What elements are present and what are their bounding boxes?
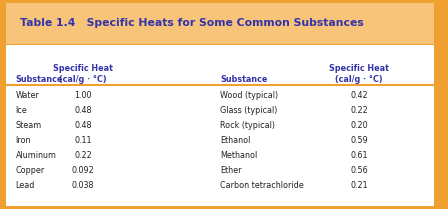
Text: 0.092: 0.092 <box>72 166 95 175</box>
Text: Table 1.4   Specific Heats for Some Common Substances: Table 1.4 Specific Heats for Some Common… <box>20 18 364 28</box>
Text: Rock (typical): Rock (typical) <box>220 121 275 130</box>
Text: Specific Heat
(cal/g · °C): Specific Heat (cal/g · °C) <box>329 64 389 84</box>
Text: 0.42: 0.42 <box>350 91 368 100</box>
Text: Ether: Ether <box>220 166 241 175</box>
Bar <box>6 3 434 44</box>
Text: 0.11: 0.11 <box>74 136 92 145</box>
Text: 0.61: 0.61 <box>350 151 368 160</box>
Text: Ethanol: Ethanol <box>220 136 250 145</box>
Text: Specific Heat
(cal/g · °C): Specific Heat (cal/g · °C) <box>53 64 113 84</box>
Text: 0.038: 0.038 <box>72 181 94 190</box>
Text: 0.22: 0.22 <box>74 151 92 160</box>
Text: Glass (typical): Glass (typical) <box>220 106 277 115</box>
Text: Substance: Substance <box>220 75 267 84</box>
Text: Steam: Steam <box>16 121 42 130</box>
Text: Methanol: Methanol <box>220 151 257 160</box>
Text: Ice: Ice <box>16 106 27 115</box>
Text: 0.59: 0.59 <box>350 136 368 145</box>
Text: 0.21: 0.21 <box>350 181 368 190</box>
Text: Water: Water <box>16 91 39 100</box>
Text: Substance: Substance <box>16 75 63 84</box>
Text: 0.56: 0.56 <box>350 166 368 175</box>
Text: 0.20: 0.20 <box>350 121 368 130</box>
Text: Wood (typical): Wood (typical) <box>220 91 278 100</box>
Text: Carbon tetrachloride: Carbon tetrachloride <box>220 181 304 190</box>
Text: Aluminum: Aluminum <box>16 151 56 160</box>
Text: 0.48: 0.48 <box>74 106 92 115</box>
Text: 0.48: 0.48 <box>74 121 92 130</box>
Text: Copper: Copper <box>16 166 45 175</box>
Bar <box>6 45 434 206</box>
Text: Lead: Lead <box>16 181 35 190</box>
Text: 1.00: 1.00 <box>74 91 92 100</box>
Text: Iron: Iron <box>16 136 31 145</box>
Text: 0.22: 0.22 <box>350 106 368 115</box>
